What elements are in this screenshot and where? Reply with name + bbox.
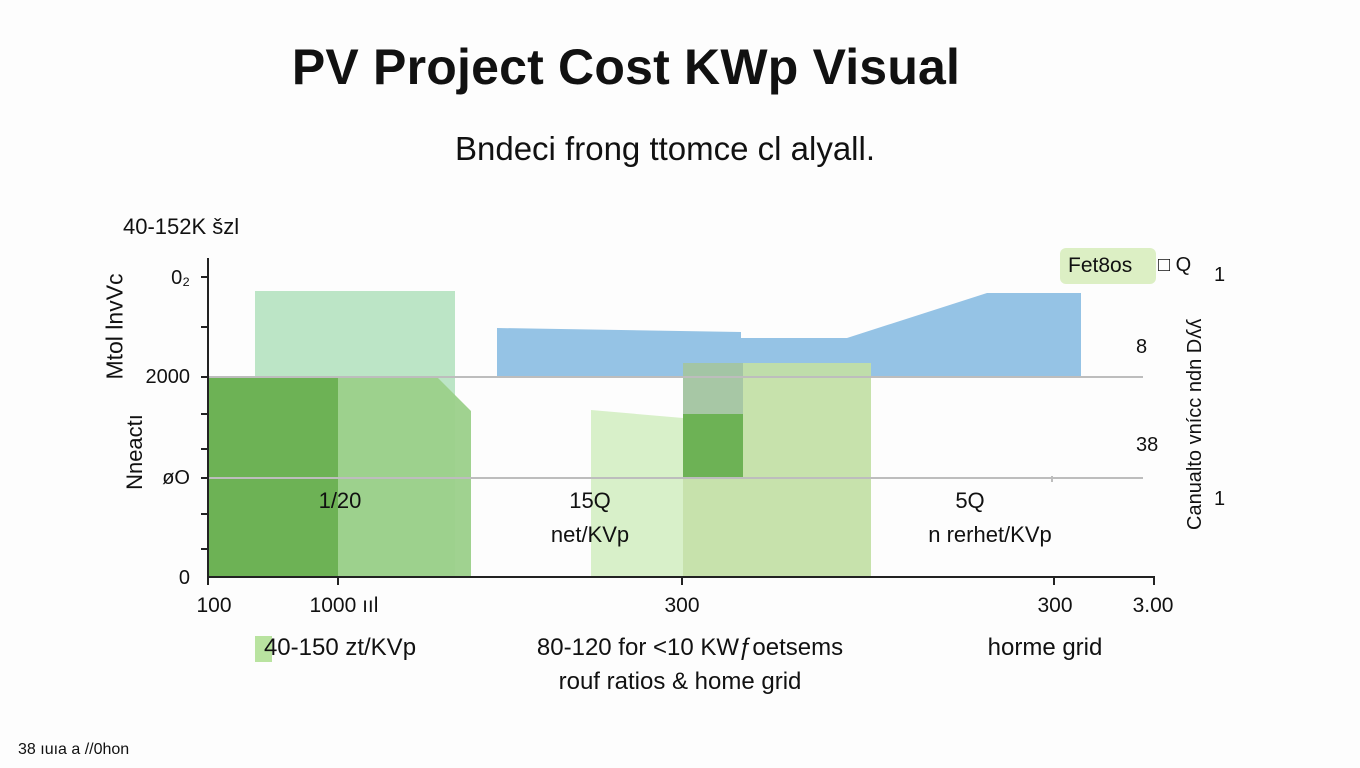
annotation-mid-value: 15Q [569, 488, 611, 513]
x-tick: 1000 ııl [309, 594, 379, 617]
corner-label: 40-152K šzl [123, 214, 240, 239]
y-tick: 0 [178, 567, 190, 589]
y-tick-mark [201, 326, 207, 328]
chart-title: PV Project Cost KWp Visual [291, 39, 961, 95]
x-tick: 300 [1037, 594, 1073, 617]
x-tick: 300 [664, 594, 700, 617]
x-tick-mark [337, 578, 339, 585]
y-tick: øO [162, 467, 190, 489]
category-label-small: 40-150 zt/KVp [263, 634, 417, 661]
x-tick-mark [681, 578, 683, 585]
grid-tick-mark [1051, 476, 1053, 482]
legend-glyphs: □ Q [1158, 254, 1192, 276]
x-tick: 3.00 [1132, 594, 1174, 617]
y2-axis-title: Canualto vnícc ndn Dʎʎ [1184, 318, 1206, 530]
annotation-high-unit: n rerhet/KVp [928, 522, 1052, 547]
category-label-medium-line2: rouf ratios & home grid [558, 668, 802, 695]
y-tick-mark [201, 276, 207, 278]
y2-tick: 1 [1214, 488, 1226, 510]
category-label-medium-line1: 80-120 for <10 KWƒoetsems [536, 634, 844, 661]
category-swatch [255, 636, 272, 662]
annotation-low-value: 1/20 [318, 488, 362, 513]
y-tick: 2000 [145, 366, 191, 388]
y-tick-mark [201, 477, 207, 479]
y-axis-title-secondary: Nneactı [122, 414, 147, 490]
y-tick-mark [201, 376, 207, 378]
category-label-grid: horme grid [987, 634, 1103, 661]
x-tick-mark [207, 578, 209, 585]
plot-area [201, 258, 1155, 585]
annotation-high-value: 5Q [955, 488, 985, 513]
y-axis-line [207, 258, 209, 578]
x-tick-mark [1153, 578, 1155, 585]
annotation-mid-unit: net/KVp [550, 522, 630, 547]
y-tick-mark [201, 448, 207, 450]
footer-note: 38 ıuıa a //0hon [18, 741, 130, 758]
y-tick-mark [201, 548, 207, 550]
gridline [207, 477, 1143, 479]
y2-tick: 1 [1214, 264, 1226, 286]
y-tick-mark [201, 413, 207, 415]
x-tick: 100 [196, 594, 232, 617]
legend-box [1060, 248, 1156, 284]
y-tick-mark [201, 513, 207, 515]
y2-tick: 38 [1136, 434, 1159, 456]
x-tick-mark [1053, 578, 1055, 585]
y-tick: 0₂ [171, 267, 190, 289]
legend-label: Fet8os [1068, 254, 1133, 277]
chart-subtitle: Bndeci frong ttomce cl alyall. [454, 130, 876, 167]
x-axis-line [207, 576, 1155, 578]
y2-tick: 8 [1136, 336, 1148, 358]
gridline [207, 376, 1143, 378]
